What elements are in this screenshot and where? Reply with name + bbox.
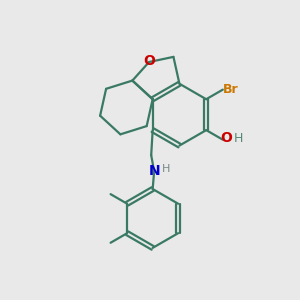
Text: N: N bbox=[148, 164, 160, 178]
Text: O: O bbox=[143, 54, 155, 68]
Text: H: H bbox=[162, 164, 171, 174]
Text: Br: Br bbox=[223, 83, 239, 96]
Text: H: H bbox=[233, 132, 243, 145]
Text: O: O bbox=[221, 131, 232, 145]
